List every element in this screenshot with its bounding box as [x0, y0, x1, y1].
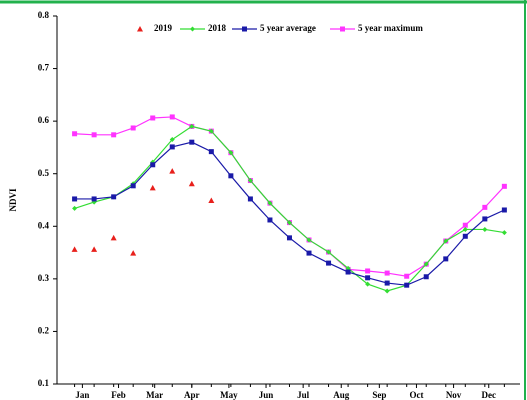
point	[306, 250, 312, 256]
point	[228, 150, 234, 156]
point	[111, 132, 117, 138]
x-tick-label: May	[220, 390, 238, 400]
point	[306, 237, 312, 243]
x-tick-label: Jun	[259, 390, 274, 400]
point	[482, 226, 488, 232]
point	[501, 183, 507, 189]
point	[91, 196, 97, 202]
point	[384, 288, 390, 294]
point	[189, 139, 195, 145]
point	[188, 180, 195, 187]
point	[365, 268, 371, 274]
point	[423, 274, 429, 280]
point	[247, 196, 253, 202]
x-tick-label: Aug	[333, 390, 350, 400]
point	[286, 235, 292, 241]
point	[365, 281, 371, 287]
point	[462, 233, 468, 239]
point	[130, 250, 137, 256]
y-tick-label: 0.7	[38, 63, 50, 73]
point	[110, 234, 117, 241]
point	[384, 280, 390, 286]
point	[404, 273, 410, 279]
point	[91, 132, 97, 138]
point	[228, 173, 234, 179]
point	[72, 205, 78, 211]
x-tick-label: Mar	[146, 390, 163, 400]
y-tick-label: 0.3	[38, 273, 50, 283]
point	[501, 230, 507, 236]
y-tick-label: 0.8	[38, 10, 50, 20]
point	[189, 123, 195, 129]
series-line	[74, 125, 505, 292]
point	[286, 220, 292, 226]
point	[72, 131, 78, 137]
point	[130, 183, 136, 189]
point	[462, 222, 468, 228]
legend-label: 5 year maximum	[358, 23, 423, 33]
point	[130, 125, 136, 131]
point	[111, 194, 117, 200]
x-tick-label: Feb	[111, 390, 126, 400]
legend-label: 2018	[208, 23, 227, 33]
y-tick-label: 0.6	[38, 115, 50, 125]
point	[150, 162, 156, 168]
point	[150, 115, 156, 121]
x-tick-label: Sep	[372, 390, 386, 400]
point	[267, 217, 273, 223]
point	[501, 207, 507, 213]
point	[443, 238, 449, 244]
series-line	[74, 141, 505, 286]
point	[71, 246, 78, 252]
series-line	[74, 116, 505, 277]
point	[91, 246, 98, 252]
y-tick-label: 0.1	[38, 378, 50, 388]
point	[482, 204, 488, 210]
point	[169, 144, 175, 150]
x-tick-label: Jul	[297, 390, 310, 400]
y-tick-label: 0.5	[38, 168, 50, 178]
legend-marker	[340, 26, 345, 32]
legend-marker	[190, 26, 195, 32]
point	[72, 196, 78, 202]
legend-marker	[242, 26, 247, 32]
y-axis-label: NDVI	[8, 188, 18, 211]
x-tick-label: Jan	[75, 390, 89, 400]
y-tick-label: 0.4	[38, 220, 50, 230]
point	[169, 168, 176, 174]
x-tick-label: Dec	[481, 390, 496, 400]
point	[208, 128, 214, 134]
point	[169, 114, 175, 120]
point	[482, 216, 488, 222]
y-tick-label: 0.2	[38, 325, 50, 335]
point	[404, 282, 410, 288]
point	[208, 197, 215, 204]
legend-marker	[137, 26, 143, 32]
x-tick-label: Nov	[446, 390, 462, 400]
legend-label: 5 year average	[260, 23, 316, 33]
point	[208, 149, 214, 155]
x-tick-label: Oct	[409, 390, 423, 400]
point	[326, 249, 332, 255]
point	[326, 260, 332, 266]
point	[423, 261, 429, 267]
x-tick-label: Apr	[184, 390, 200, 400]
point	[169, 137, 175, 143]
point	[462, 226, 468, 232]
point	[345, 269, 351, 275]
point	[247, 178, 253, 184]
legend-label: 2019	[154, 23, 173, 33]
point	[365, 275, 371, 281]
point	[443, 256, 449, 262]
point	[149, 184, 156, 191]
point	[267, 200, 273, 206]
point	[384, 270, 390, 276]
